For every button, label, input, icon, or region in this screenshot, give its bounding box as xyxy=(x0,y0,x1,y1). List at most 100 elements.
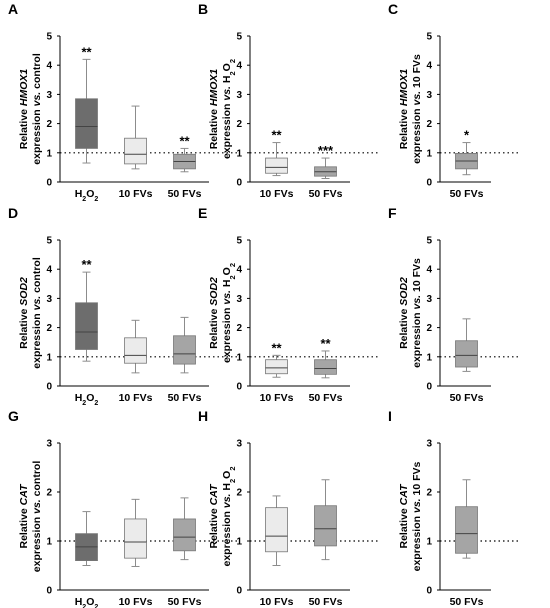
y-tick-label: 2 xyxy=(426,119,432,130)
x-tick-label: 10 FVs xyxy=(119,596,153,608)
significance-marker: ** xyxy=(320,336,331,351)
iqr-box xyxy=(265,157,288,174)
panel-letter-d: D xyxy=(8,205,18,221)
y-axis-label-line-1: Relative SOD2 xyxy=(208,277,220,349)
x-tick-label: H2O2 xyxy=(75,596,99,608)
box-10-fvs: ** 10 FVs xyxy=(260,128,294,200)
panel-letter-b: B xyxy=(198,1,208,17)
y-tick-label: 0 xyxy=(46,586,52,597)
y-tick-label: 4 xyxy=(46,61,52,72)
y-axis-label-line-2: expression vs. 10 FVs xyxy=(411,258,423,368)
y-tick-label: 0 xyxy=(236,178,242,189)
panel-letter-f: F xyxy=(388,205,397,221)
y-tick-label: 0 xyxy=(236,586,242,597)
y-axis-label-line-2: expression vs. control xyxy=(31,257,43,369)
iqr-box xyxy=(265,507,288,553)
x-tick-label: 50 FVs xyxy=(450,188,484,200)
x-tick-label: 50 FVs xyxy=(450,392,484,404)
y-tick-label: 4 xyxy=(236,61,242,72)
panel-letter-a: A xyxy=(8,1,18,17)
y-axis-label-line-2: expression vs. H2O2 xyxy=(221,263,237,363)
y-tick-label: 0 xyxy=(426,178,432,189)
y-axis-label-line-2: expression vs. 10 FVs xyxy=(411,54,423,164)
y-tick-label: 3 xyxy=(46,294,52,305)
y-tick-label: 0 xyxy=(46,382,52,393)
x-tick-label: H2O2 xyxy=(75,392,99,407)
significance-marker: *** xyxy=(318,143,334,158)
y-tick-label: 1 xyxy=(46,537,52,548)
box-10-fvs: 10 FVs xyxy=(260,495,294,608)
y-tick-label: 5 xyxy=(426,32,432,43)
y-tick-label: 2 xyxy=(236,488,242,499)
iqr-box xyxy=(173,518,196,552)
significance-marker: ** xyxy=(271,340,282,355)
y-tick-label: 2 xyxy=(46,488,52,499)
y-tick-label: 2 xyxy=(236,119,242,130)
y-tick-label: 4 xyxy=(46,265,52,276)
iqr-box xyxy=(124,337,147,364)
y-tick-label: 2 xyxy=(46,119,52,130)
y-tick-label: 1 xyxy=(46,148,52,159)
y-tick-label: 3 xyxy=(46,439,52,450)
box-10-fvs: 10 FVs xyxy=(119,319,153,404)
iqr-box xyxy=(314,359,337,375)
y-axis-label-line-1: Relative HMOX1 xyxy=(208,69,220,150)
y-tick-label: 3 xyxy=(236,294,242,305)
y-tick-label: 5 xyxy=(46,236,52,247)
y-tick-label: 2 xyxy=(426,323,432,334)
box-50-fvs: *** 50 FVs xyxy=(309,143,343,200)
y-tick-label: 1 xyxy=(426,148,432,159)
box-h2o2: ** H2O2 xyxy=(75,257,99,406)
box-50-fvs: ** 50 FVs xyxy=(309,336,343,404)
y-axis-label-line-2: expression vs. control xyxy=(31,53,43,165)
significance-marker: * xyxy=(464,128,470,143)
box-h2o2: ** H2O2 xyxy=(75,44,99,202)
y-tick-label: 0 xyxy=(426,382,432,393)
iqr-box xyxy=(75,302,98,350)
y-tick-label: 0 xyxy=(46,178,52,189)
box-50-fvs: 50 FVs xyxy=(168,497,202,608)
y-tick-label: 5 xyxy=(426,236,432,247)
iqr-box xyxy=(455,506,478,554)
x-tick-label: 10 FVs xyxy=(260,596,294,608)
y-tick-label: 3 xyxy=(236,439,242,450)
box-50-fvs: 50 FVs xyxy=(168,316,202,404)
y-axis-label-line-1: Relative HMOX1 xyxy=(18,69,30,150)
y-tick-label: 3 xyxy=(426,294,432,305)
x-tick-label: 50 FVs xyxy=(309,596,343,608)
iqr-box xyxy=(314,505,337,547)
iqr-box xyxy=(75,98,98,149)
y-tick-label: 5 xyxy=(236,32,242,43)
box-10-fvs: ** 10 FVs xyxy=(260,340,294,404)
iqr-box xyxy=(124,137,147,165)
y-tick-label: 4 xyxy=(236,265,242,276)
y-tick-label: 1 xyxy=(426,537,432,548)
y-tick-label: 1 xyxy=(236,148,242,159)
y-axis-label-line-2: expression vs. control xyxy=(31,461,43,573)
x-tick-label: 50 FVs xyxy=(168,596,202,608)
y-axis-label-line-1: Relative SOD2 xyxy=(398,277,410,349)
y-axis-label-line-2: expression vs. H2O2 xyxy=(221,59,237,159)
y-axis-label-line-1: Relative SOD2 xyxy=(18,277,30,349)
box-50-fvs: ** 50 FVs xyxy=(168,133,202,200)
y-tick-label: 2 xyxy=(236,323,242,334)
y-tick-label: 1 xyxy=(46,352,52,363)
y-tick-label: 1 xyxy=(236,352,242,363)
iqr-box xyxy=(124,518,147,559)
box-10-fvs: 10 FVs xyxy=(119,105,153,200)
y-tick-label: 1 xyxy=(426,352,432,363)
significance-marker: ** xyxy=(81,44,92,59)
iqr-box xyxy=(455,340,478,368)
y-tick-label: 2 xyxy=(426,488,432,499)
panel-letter-h: H xyxy=(198,408,208,424)
significance-marker: ** xyxy=(179,133,190,148)
